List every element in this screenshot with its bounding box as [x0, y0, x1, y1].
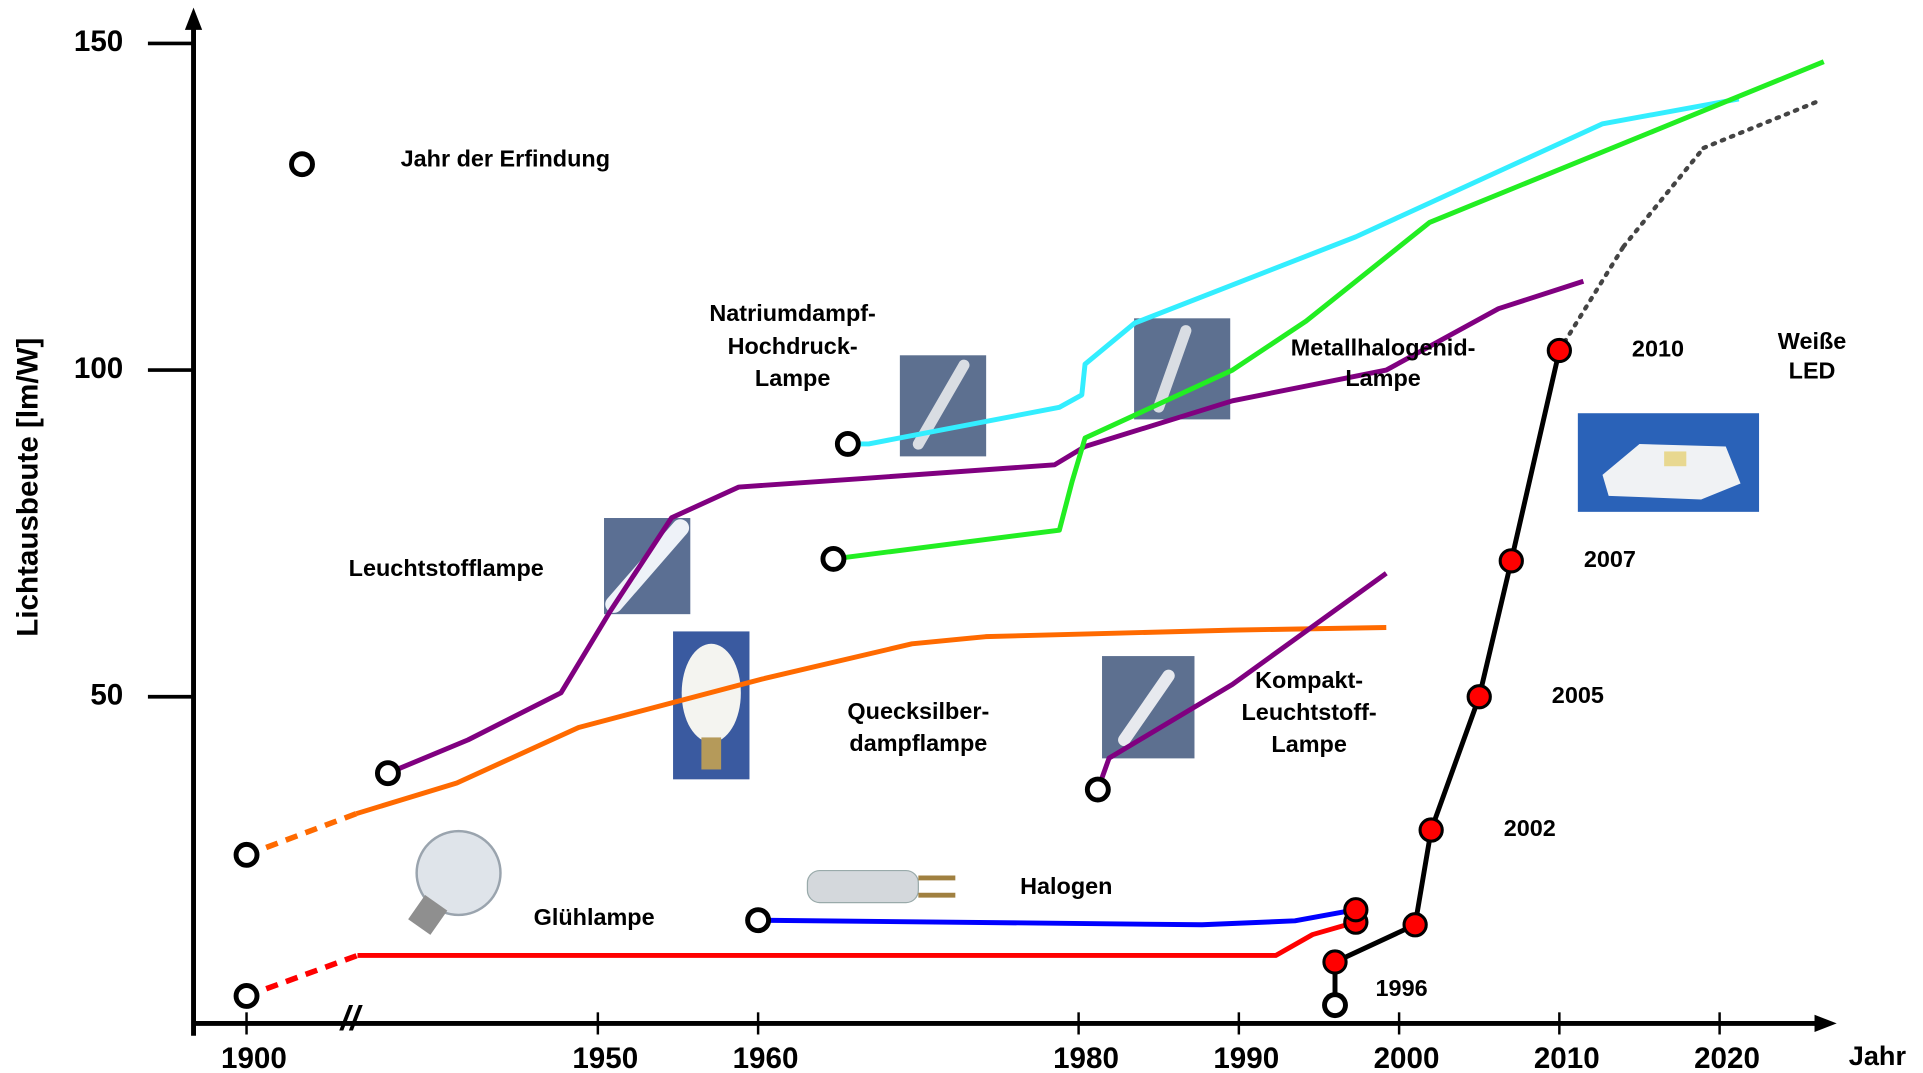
series-label: Lampe [1345, 365, 1420, 391]
axes: // Lichtausbeute [lm/W] Jahr Jahr der Er… [11, 7, 1907, 1071]
x-tick-label: 2020 [1694, 1042, 1760, 1073]
lamp-shape [806, 869, 919, 904]
series-label: Halogen [1020, 873, 1112, 899]
series-label: Metallhalogenid- [1291, 334, 1476, 360]
x-tick-label: 1990 [1213, 1042, 1279, 1073]
marker-layer [233, 337, 1572, 1019]
series-label: Hochdruck- [728, 333, 858, 359]
x-axis-arrow [1814, 1014, 1837, 1033]
point-label: 2010 [1632, 336, 1684, 362]
axis-break: // [338, 1000, 363, 1038]
series-segment-dashed [245, 811, 358, 858]
x-tick-label: 1980 [1053, 1042, 1119, 1073]
series-label: LED [1789, 358, 1836, 384]
lamp-shape [1153, 325, 1192, 413]
lamp-shape [1664, 451, 1687, 467]
series-label: Leuchtstoff- [1242, 699, 1377, 725]
x-tick-label: 2010 [1534, 1042, 1600, 1073]
x-axis-title: Jahr [1849, 1040, 1907, 1071]
series-label: Glühlampe [534, 904, 655, 930]
lamp-shape [1118, 669, 1175, 747]
lamp-shape [1602, 444, 1741, 500]
invention-marker [233, 983, 260, 1009]
series-line [833, 59, 1825, 562]
y-tick-label: 150 [74, 25, 123, 58]
series-line [357, 919, 1357, 958]
series-layer [245, 59, 1825, 1006]
invention-marker [834, 430, 861, 457]
point-label: 2002 [1504, 815, 1556, 841]
series-segment-dashed [1557, 244, 1626, 353]
series-line [1095, 571, 1388, 791]
data-point [1322, 949, 1348, 975]
series-line [355, 625, 1387, 817]
lamp-shape [408, 895, 448, 935]
series-label: Leuchtstofflampe [349, 555, 544, 581]
lamp-shape [415, 829, 502, 917]
lamp-pictures [408, 318, 1760, 935]
invention-marker [745, 907, 772, 934]
data-point [1498, 548, 1524, 574]
invention-marker [820, 545, 847, 572]
series-segment-dashed [1621, 145, 1706, 249]
invention-marker [1084, 776, 1111, 803]
x-tick-label: 2000 [1374, 1042, 1440, 1073]
point-label: 2007 [1584, 546, 1636, 572]
series-label: Lampe [1271, 731, 1346, 757]
legend-text: Jahr der Erfindung [401, 146, 610, 172]
y-tick-label: 50 [90, 679, 123, 712]
invention-marker [233, 841, 260, 868]
series-label: dampflampe [849, 730, 987, 756]
y-tick-label: 100 [74, 352, 123, 385]
series-label: Weiße [1778, 328, 1847, 354]
data-point [1343, 897, 1369, 923]
series-segment-dashed [1701, 100, 1818, 151]
series-line [1332, 349, 1562, 1006]
series-label: Quecksilber- [847, 698, 989, 724]
y-axis-arrow [184, 7, 203, 30]
x-tick-label: 1900 [221, 1042, 287, 1073]
x-tick-label: 1960 [733, 1042, 799, 1073]
series-label: Lampe [755, 365, 830, 391]
series-line [386, 278, 1585, 776]
point-label: 1996 [1376, 975, 1428, 1001]
invention-marker [1322, 992, 1348, 1019]
series-segment-dashed [245, 952, 359, 999]
data-point [1402, 912, 1428, 938]
data-point [1466, 684, 1492, 710]
point-label: 2005 [1552, 682, 1604, 708]
data-point [1546, 337, 1572, 364]
y-axis-title: Lichtausbeute [lm/W] [11, 338, 44, 637]
invention-marker [374, 760, 401, 787]
legend-marker [289, 151, 315, 178]
series-line [847, 96, 1740, 447]
lamp-shape [701, 737, 722, 770]
data-point [1418, 817, 1444, 843]
series-label: Natriumdampf- [709, 300, 875, 326]
series-line [758, 907, 1357, 928]
x-tick-label: 1950 [572, 1042, 638, 1073]
series-label: Kompakt- [1255, 667, 1363, 693]
